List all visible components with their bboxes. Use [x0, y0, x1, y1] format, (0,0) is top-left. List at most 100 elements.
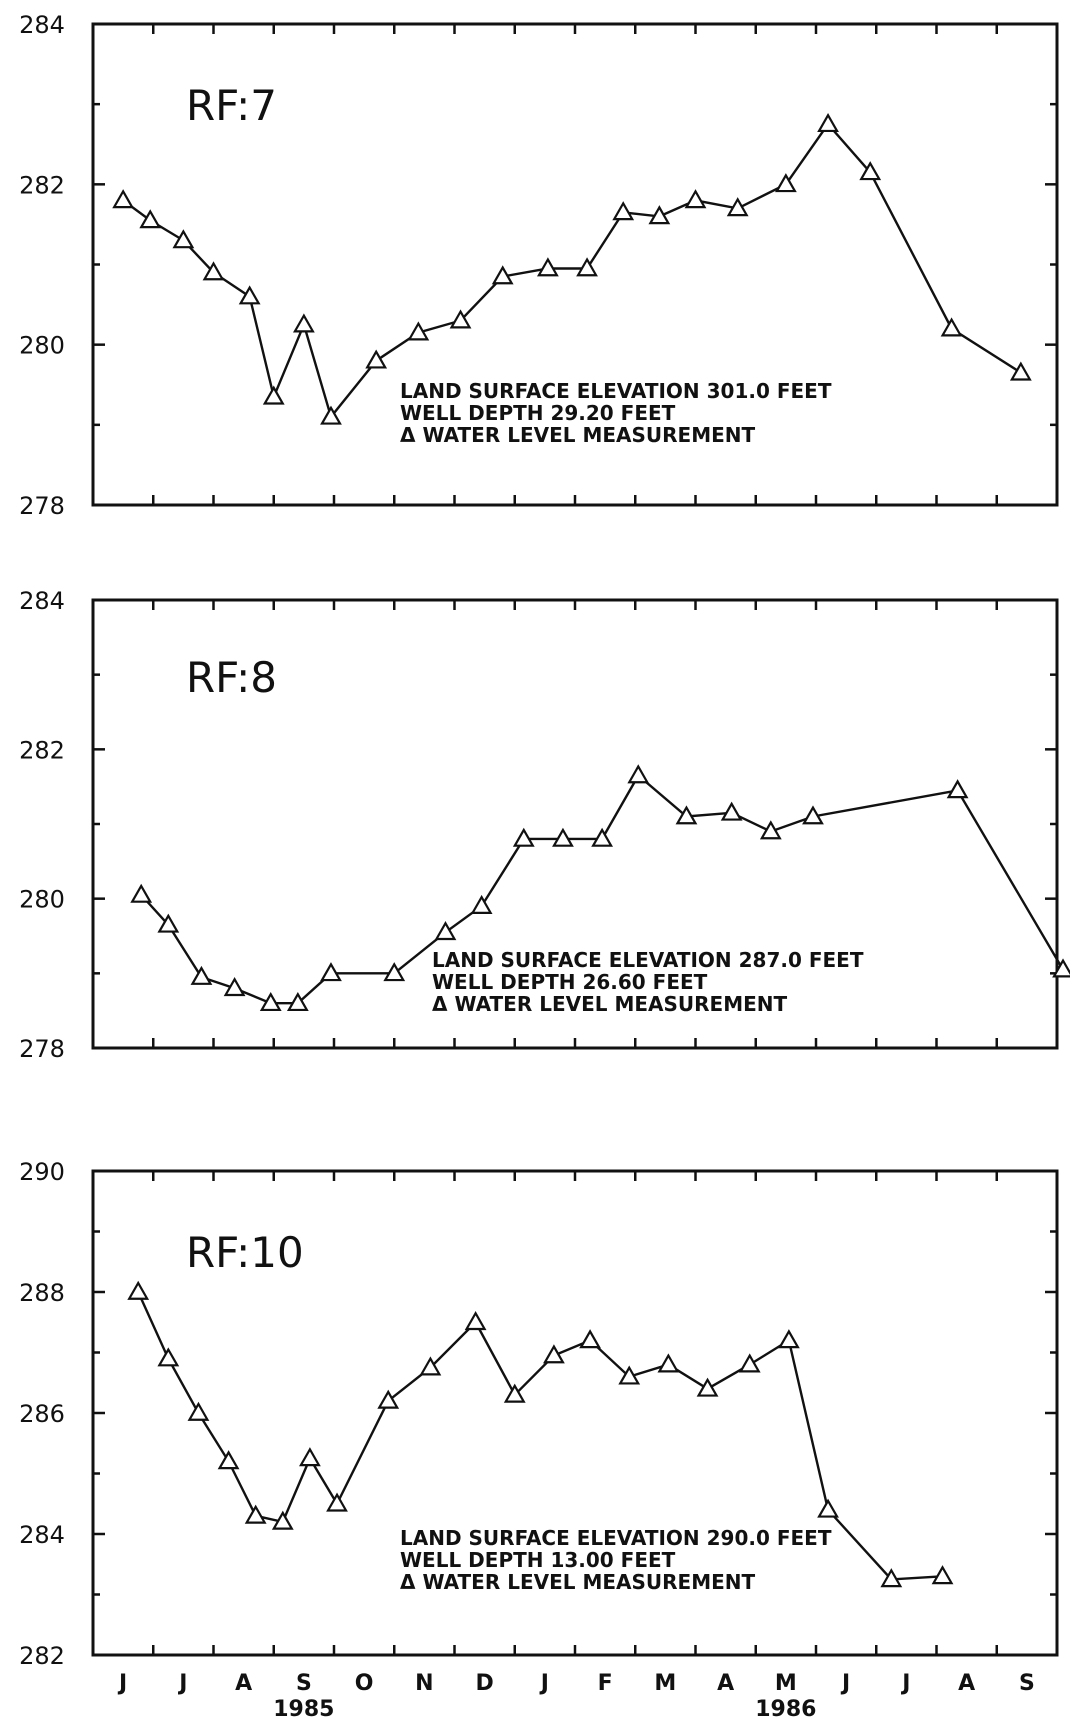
water-level-marker — [320, 405, 342, 425]
y-tick-label: 288 — [19, 1279, 65, 1307]
water-level-marker — [464, 1311, 487, 1331]
month-label: A — [717, 1671, 734, 1696]
y-tick-label: 280 — [19, 886, 65, 914]
water-level-marker — [238, 285, 261, 305]
water-level-marker — [720, 801, 743, 821]
water-level-marker — [326, 1492, 348, 1512]
water-level-marker — [139, 209, 162, 229]
water-level-marker — [127, 1280, 150, 1300]
annotation-line: Δ WATER LEVEL MEASUREMENT — [432, 992, 788, 1016]
year-label: 1985 — [273, 1697, 334, 1722]
y-tick-label: 284 — [19, 11, 65, 39]
water-level-marker — [536, 257, 559, 277]
month-label: M — [775, 1671, 797, 1696]
y-tick-label: 282 — [19, 1642, 65, 1670]
water-level-marker — [292, 313, 315, 333]
water-level-marker — [774, 173, 797, 193]
water-level-marker — [675, 805, 698, 825]
y-tick-label: 282 — [19, 171, 65, 199]
water-level-marker — [434, 921, 457, 941]
water-level-marker — [859, 161, 882, 181]
annotation-line: Δ WATER LEVEL MEASUREMENT — [400, 423, 756, 447]
water-level-marker — [738, 1353, 761, 1373]
water-level-marker — [286, 991, 309, 1012]
water-level-marker — [187, 1401, 210, 1421]
water-level-marker — [940, 317, 963, 337]
water-level-marker — [299, 1447, 321, 1467]
month-label: S — [1019, 1671, 1035, 1696]
water-level-line — [137, 1291, 943, 1581]
annotation-line: WELL DEPTH 29.20 FEET — [400, 401, 676, 425]
water-level-marker — [1009, 361, 1032, 381]
water-level-marker — [512, 827, 535, 847]
well-title: RF:8 — [186, 653, 277, 702]
water-level-marker — [190, 965, 213, 985]
water-level-marker — [202, 261, 225, 281]
water-level-marker — [491, 265, 514, 285]
water-level-marker — [271, 1510, 294, 1530]
y-tick-label: 282 — [19, 736, 65, 764]
water-level-marker — [759, 820, 782, 840]
water-level-marker — [157, 1347, 180, 1367]
annotation-line: WELL DEPTH 26.60 FEET — [432, 970, 708, 994]
month-label: J — [840, 1671, 850, 1696]
month-label: D — [475, 1671, 493, 1696]
water-level-marker — [880, 1568, 903, 1588]
month-label: J — [177, 1671, 187, 1696]
annotation-line: LAND SURFACE ELEVATION 287.0 FEET — [432, 948, 864, 972]
water-level-marker — [657, 1353, 680, 1373]
water-level-marker — [1052, 958, 1070, 978]
y-tick-label: 278 — [19, 1035, 65, 1063]
y-tick-label: 286 — [19, 1400, 65, 1428]
water-level-marker — [172, 229, 195, 249]
water-level-marker — [407, 321, 430, 341]
well-title: RF:10 — [186, 1228, 304, 1277]
annotation-line: LAND SURFACE ELEVATION 301.0 FEET — [400, 379, 832, 403]
month-label: O — [355, 1671, 374, 1696]
water-level-marker — [726, 197, 749, 217]
month-label: J — [117, 1671, 127, 1696]
y-tick-label: 284 — [19, 1521, 65, 1549]
water-level-marker — [223, 977, 246, 997]
y-tick-label: 284 — [19, 587, 65, 615]
water-level-marker — [449, 309, 472, 329]
water-level-marker — [931, 1565, 954, 1585]
water-level-marker — [627, 764, 650, 784]
water-level-marker — [648, 205, 671, 225]
water-level-marker — [696, 1377, 719, 1397]
water-level-marker — [244, 1504, 267, 1524]
water-level-marker — [817, 1498, 839, 1518]
water-level-marker — [543, 1344, 565, 1364]
water-level-marker — [419, 1356, 442, 1376]
water-level-line — [122, 122, 1022, 420]
month-label: S — [296, 1671, 312, 1696]
water-level-marker — [552, 827, 574, 847]
month-label: A — [235, 1671, 252, 1696]
month-label: A — [958, 1671, 975, 1696]
water-level-marker — [259, 991, 282, 1012]
water-level-marker — [591, 827, 614, 847]
water-level-marker — [777, 1329, 800, 1349]
water-level-marker — [503, 1383, 526, 1403]
y-tick-label: 290 — [19, 1158, 65, 1186]
water-level-marker — [262, 385, 285, 405]
month-label: J — [900, 1671, 910, 1696]
well-title: RF:7 — [186, 81, 277, 130]
water-level-marker — [618, 1365, 641, 1385]
month-label: M — [654, 1671, 676, 1696]
month-label: F — [598, 1671, 613, 1696]
water-level-marker — [576, 257, 598, 277]
water-level-marker — [383, 962, 406, 982]
water-level-marker — [365, 349, 388, 369]
annotation-line: WELL DEPTH 13.00 FEET — [400, 1548, 676, 1572]
water-level-marker — [130, 883, 153, 903]
water-level-marker — [157, 913, 180, 933]
water-level-marker — [579, 1329, 601, 1349]
water-level-marker — [817, 112, 839, 133]
month-label: J — [539, 1671, 549, 1696]
water-level-marker — [217, 1450, 240, 1470]
year-label: 1986 — [755, 1697, 816, 1722]
month-label: N — [415, 1671, 433, 1696]
water-level-marker — [802, 805, 824, 825]
